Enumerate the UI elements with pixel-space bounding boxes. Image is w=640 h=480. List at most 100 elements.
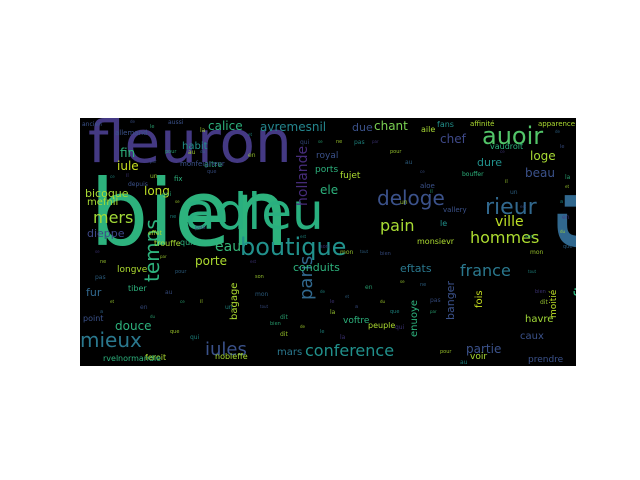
word-deloge: deloge	[377, 186, 445, 210]
word-eau: eau	[215, 239, 242, 255]
word-longve: longve	[117, 265, 148, 275]
filler-word: se	[400, 279, 405, 284]
filler-word: au	[165, 289, 173, 296]
filler-word: au	[460, 359, 468, 366]
filler-word: et	[248, 132, 253, 137]
word-beau: beau	[525, 166, 555, 180]
filler-word: ne	[420, 282, 427, 288]
filler-word: pour	[440, 349, 452, 355]
filler-word: bien	[535, 289, 546, 295]
word-conference: conference	[305, 341, 395, 360]
filler-word: dit	[540, 299, 548, 306]
filler-word: se	[175, 199, 180, 204]
word-aussi: aussi	[168, 119, 184, 126]
word-due: due	[352, 121, 373, 134]
word-vallery: vallery	[443, 206, 467, 214]
filler-word: le	[150, 124, 155, 130]
filler-word: de	[555, 129, 560, 134]
filler-word: mon	[255, 291, 269, 298]
word-effet: effet	[148, 230, 162, 237]
filler-word: du	[150, 314, 156, 319]
filler-word: qui	[395, 324, 405, 331]
filler-word: tout	[360, 249, 369, 254]
word-bouffer: bouffer	[462, 171, 484, 178]
filler-word: est	[250, 259, 257, 264]
word-iule: iule	[117, 159, 139, 173]
filler-word: que	[170, 329, 180, 335]
filler-word: en	[248, 152, 256, 159]
filler-word: qui	[190, 334, 200, 341]
word-conduits: conduits	[293, 261, 340, 274]
word-partie: partie	[466, 342, 502, 356]
word-fleuron: fleuron	[88, 118, 292, 176]
word-vaudroit: vaudroit	[490, 142, 524, 151]
filler-word: et	[110, 299, 115, 304]
filler-word: pas	[354, 139, 365, 146]
filler-word: de	[130, 119, 135, 124]
filler-word: pour	[165, 149, 177, 155]
filler-word: de	[300, 324, 305, 329]
word-eftats: eftats	[400, 262, 432, 275]
filler-word: que	[390, 309, 400, 315]
filler-word: la	[565, 174, 571, 181]
word-depuis: depuis	[128, 181, 148, 188]
filler-word: bien	[270, 321, 281, 327]
filler-word: pour	[175, 269, 187, 275]
word-trouffe: trouffe	[154, 239, 181, 248]
filler-word: est	[520, 204, 527, 209]
word-royal: royal	[316, 151, 339, 161]
word-rieur: rieur	[485, 195, 537, 220]
filler-word: dit	[280, 314, 288, 321]
word-aile: aile	[421, 125, 436, 134]
filler-word: son	[525, 234, 534, 240]
word-dure: dure	[477, 156, 503, 169]
word-fur: fur	[86, 286, 102, 299]
word-bagage: bagage	[229, 282, 240, 320]
word-le: le	[440, 219, 448, 228]
word-ports: ports	[315, 165, 339, 175]
word-long: long	[144, 184, 170, 198]
word-cloud: bien eft fleuron adieu boutique auoir rieur del…	[80, 118, 576, 366]
word-noftre: noftre	[571, 266, 576, 320]
word-rvel: rvel	[103, 354, 119, 363]
word-douce: douce	[115, 319, 152, 333]
word-bien: bien	[90, 160, 289, 267]
filler-word: a	[100, 309, 104, 315]
filler-word: en	[140, 304, 148, 311]
filler-word: un	[400, 199, 408, 206]
word-boutique: boutique	[240, 233, 347, 261]
filler-word: ne	[100, 259, 107, 265]
word-france: france	[460, 261, 511, 280]
word-bicoque: bicoque	[85, 187, 129, 200]
filler-word: par	[430, 309, 437, 314]
filler-word: par	[150, 159, 157, 164]
word-affinité: affinité	[470, 120, 495, 128]
word-voir: voir	[470, 352, 488, 362]
filler-word: tout	[260, 304, 269, 309]
filler-word: ce	[180, 299, 185, 304]
word-allemand: allemand	[115, 129, 148, 137]
word-ele: ele	[320, 183, 339, 197]
word-monfeigneur: monfeigneur	[180, 160, 225, 168]
filler-word: ne	[336, 139, 343, 145]
filler-word: se	[318, 139, 323, 144]
filler-word: pas	[430, 297, 441, 304]
filler-word: a	[248, 142, 252, 148]
filler-word: au	[405, 159, 413, 166]
filler-word: ne	[170, 214, 177, 220]
word-normandie: normandie	[118, 354, 162, 363]
word-fans: fans	[437, 120, 454, 129]
filler-word: il	[200, 299, 203, 305]
filler-word: pas	[95, 274, 106, 281]
word-enuoye: enuoye	[409, 299, 420, 337]
filler-word: il	[430, 189, 433, 195]
filler-word: et	[345, 294, 350, 299]
word-voftre: voftre	[343, 316, 370, 326]
filler-word: du	[200, 149, 206, 154]
filler-word: en	[365, 284, 373, 291]
filler-word: par	[160, 254, 167, 259]
word-chant: chant	[374, 119, 408, 133]
filler-word: la	[330, 309, 336, 316]
filler-word: ce	[420, 169, 425, 174]
filler-word: a	[355, 304, 359, 310]
